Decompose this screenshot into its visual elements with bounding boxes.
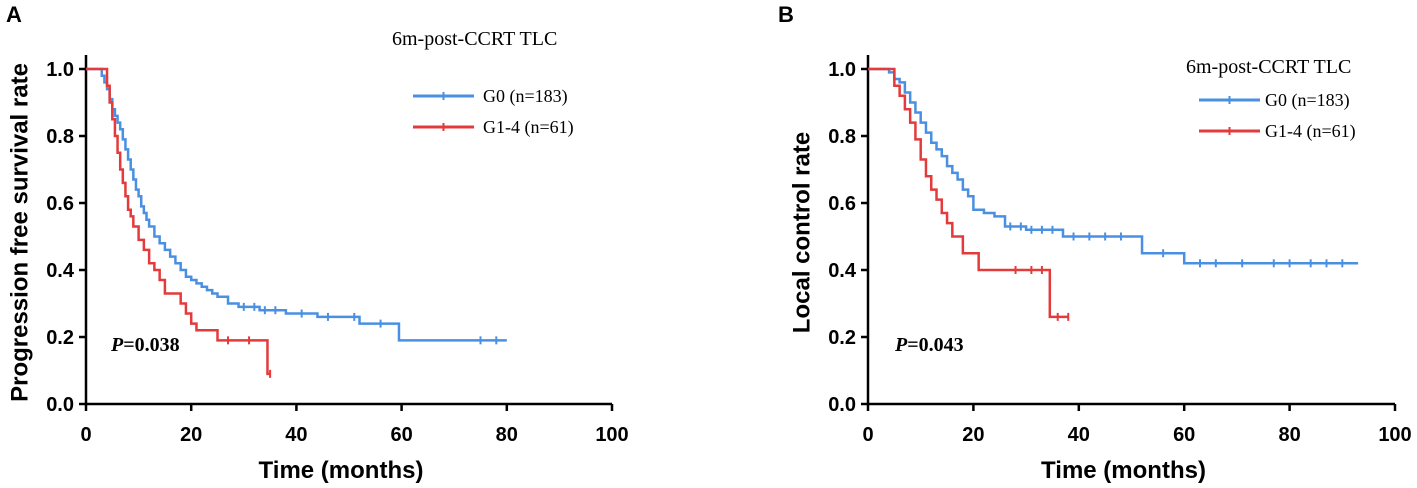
series-line-g0 (86, 67, 507, 342)
x-tick-label: 20 (180, 424, 202, 446)
y-axis-title: Progression free survival rate (7, 63, 34, 402)
x-tick-label: 40 (1068, 424, 1090, 446)
x-tick-label: 60 (1173, 424, 1195, 446)
legend-label: G0 (n=183) (1265, 90, 1350, 111)
x-tick-label: 100 (1378, 424, 1411, 446)
p-value-annotation: P=0.038 (110, 334, 180, 356)
x-tick-label: 0 (862, 424, 873, 446)
x-tick-label: 0 (80, 424, 91, 446)
p-value-annotation: P=0.043 (894, 334, 964, 356)
x-tick-label: 20 (962, 424, 984, 446)
p-value-number: =0.043 (907, 334, 963, 356)
y-tick-label: 0.8 (46, 126, 74, 148)
y-tick-label: 0.2 (828, 327, 856, 349)
y-tick-label: 0.4 (828, 260, 857, 282)
y-axis-title: Local control rate (789, 132, 816, 333)
x-axis-title: Time (months) (259, 457, 424, 484)
y-tick-label: 1.0 (828, 59, 856, 81)
legend-title: 6m-post-CCRT TLC (392, 28, 557, 50)
y-tick-label: 0.6 (828, 193, 856, 215)
x-tick-label: 60 (390, 424, 412, 446)
x-tick-label: 80 (496, 424, 518, 446)
x-tick-label: 40 (285, 424, 307, 446)
chart-panel-a: A 0.0 0.2 0.4 0.6 0.8 1.0 0 20 40 60 80 100 Time (mon… (6, 2, 629, 484)
y-tick-label: 0.0 (46, 394, 74, 416)
y-tick-label: 0.2 (46, 327, 74, 349)
series-line-g1-4 (86, 67, 271, 376)
y-tick-label: 0.8 (828, 126, 856, 148)
y-tick-label: 0.4 (46, 260, 75, 282)
y-tick-label: 0.6 (46, 193, 74, 215)
series-line-g1-4 (868, 67, 1069, 319)
legend-label: G1-4 (n=61) (1265, 121, 1356, 142)
x-tick-label: 80 (1278, 424, 1300, 446)
legend-label: G1-4 (n=61) (483, 117, 574, 138)
x-axis-title: Time (months) (1041, 457, 1206, 484)
chart-panel-b: B 0.0 0.2 0.4 0.6 0.8 1.0 0 20 40 60 80 100 Time (mon… (778, 2, 1412, 484)
p-value-number: =0.038 (123, 334, 179, 356)
legend-title: 6m-post-CCRT TLC (1186, 56, 1351, 78)
panel-label: B (778, 2, 794, 27)
x-tick-label: 100 (595, 424, 628, 446)
p-value-symbol: P (894, 334, 908, 356)
series-line-g0 (868, 67, 1359, 265)
y-tick-label: 1.0 (46, 59, 74, 81)
panel-label: A (6, 2, 22, 27)
p-value-symbol: P (110, 334, 124, 356)
legend-label: G0 (n=183) (483, 86, 568, 107)
y-tick-label: 0.0 (828, 394, 856, 416)
